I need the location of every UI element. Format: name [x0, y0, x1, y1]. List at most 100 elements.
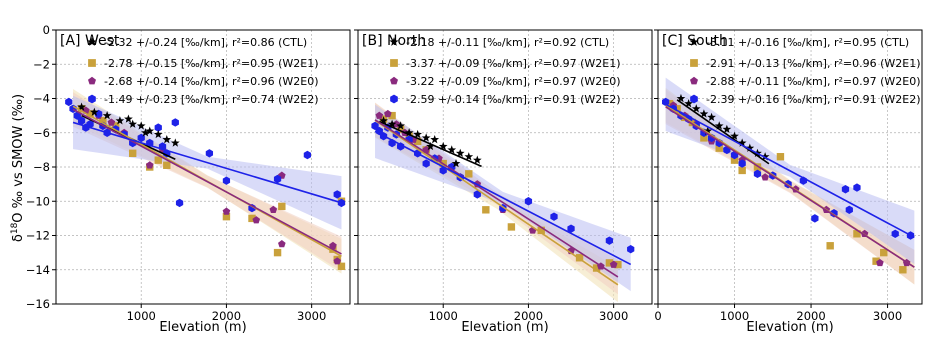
- data-point: [826, 242, 834, 250]
- data-point: [375, 111, 384, 119]
- data-point: [550, 212, 558, 221]
- data-point: [567, 224, 575, 233]
- legend-marker: [389, 37, 399, 46]
- legend-marker: [88, 76, 96, 85]
- data-point: [876, 258, 884, 267]
- x-tick-label: 3000: [599, 309, 628, 323]
- data-point: [776, 153, 785, 161]
- x-axis-label: Elevation (m): [159, 320, 246, 335]
- data-point: [614, 260, 622, 269]
- x-tick-label: 3000: [873, 309, 902, 323]
- data-point: [115, 116, 125, 125]
- data-point: [86, 110, 94, 118]
- data-point: [154, 156, 162, 164]
- data-point: [899, 266, 907, 274]
- legend-label: -2.88 +/-0.11 [‰/km], r²=0.97 (W2E0): [706, 75, 921, 88]
- data-point: [676, 93, 686, 103]
- x-tick-label: 2000: [212, 309, 241, 323]
- data-point: [278, 240, 286, 248]
- data-point: [853, 183, 861, 192]
- data-point: [222, 207, 231, 215]
- data-point: [673, 105, 681, 113]
- data-point: [451, 158, 461, 168]
- data-point: [737, 138, 747, 147]
- series-1: [77, 102, 180, 147]
- data-point: [337, 262, 346, 271]
- data-point: [722, 124, 732, 134]
- data-point: [745, 143, 755, 152]
- data-point: [333, 190, 341, 199]
- data-point: [714, 121, 724, 130]
- data-point: [662, 97, 670, 107]
- data-point: [128, 119, 138, 128]
- y-tick-label: −14: [26, 263, 50, 277]
- legend-label: -1.49 +/-0.23 [‰/km], r²=0.74 (W2E2): [104, 93, 319, 106]
- legend-marker: [88, 59, 96, 67]
- data-point: [738, 166, 746, 175]
- legend-label: -3.22 +/-0.09 [‰/km], r²=0.97 (W2E0): [406, 75, 621, 88]
- data-point: [507, 223, 516, 231]
- fit-line: [374, 119, 619, 278]
- data-point: [426, 141, 435, 151]
- x-tick-label: 1000: [127, 309, 156, 323]
- data-point: [404, 128, 414, 137]
- y-tick-label: −6: [33, 126, 50, 140]
- data-point: [413, 129, 423, 139]
- data-point: [447, 145, 457, 154]
- fit-line: [72, 121, 342, 204]
- legend-label: -3.37 +/-0.09 [‰/km], r²=0.97 (W2E1): [406, 57, 621, 70]
- data-point: [700, 134, 708, 142]
- data-point: [252, 216, 261, 224]
- data-point: [421, 133, 431, 142]
- data-point: [730, 156, 739, 164]
- legend-label: -2.39 +/-0.16 [‰/km], r²=0.91 (W2E2): [706, 93, 921, 106]
- data-point: [605, 259, 614, 267]
- data-point: [592, 264, 601, 272]
- data-point: [153, 129, 163, 139]
- x-tick-label: 1000: [429, 309, 458, 323]
- legend-marker: [690, 59, 698, 67]
- data-point: [691, 104, 701, 113]
- data-point: [472, 155, 482, 164]
- data-point: [430, 135, 440, 144]
- data-point: [524, 197, 533, 206]
- data-point: [154, 123, 162, 132]
- data-point: [162, 135, 172, 144]
- data-point: [128, 149, 137, 157]
- fit-line: [676, 99, 770, 165]
- data-point: [438, 141, 448, 151]
- fit-line: [72, 108, 342, 255]
- data-point: [853, 230, 861, 238]
- data-point: [77, 102, 86, 111]
- data-point: [753, 163, 762, 171]
- data-point: [761, 173, 769, 181]
- data-point: [699, 109, 709, 118]
- data-point: [605, 236, 614, 245]
- data-point: [738, 159, 746, 168]
- legend-marker: [390, 76, 398, 85]
- data-point: [845, 205, 853, 215]
- data-point: [371, 121, 379, 131]
- x-tick-label: 2000: [796, 309, 825, 323]
- data-point: [273, 174, 282, 184]
- data-point: [303, 150, 312, 160]
- data-point: [703, 126, 713, 135]
- data-point: [841, 185, 850, 194]
- y-tick-label: 0: [43, 23, 50, 37]
- data-point: [627, 245, 635, 254]
- legend-marker: [390, 59, 398, 67]
- fit-line: [378, 120, 482, 168]
- data-point: [171, 118, 179, 127]
- x-tick-label: 0: [654, 309, 661, 323]
- legend-label: -2.68 +/-0.14 [‰/km], r²=0.96 (W2E0): [104, 75, 319, 88]
- legend-marker: [689, 37, 699, 46]
- data-point: [222, 212, 231, 221]
- data-point: [760, 152, 770, 161]
- data-point: [715, 144, 723, 152]
- data-point: [891, 229, 899, 238]
- data-point: [387, 119, 397, 128]
- data-point: [248, 214, 256, 223]
- data-point: [89, 107, 99, 116]
- legend-marker: [87, 37, 97, 46]
